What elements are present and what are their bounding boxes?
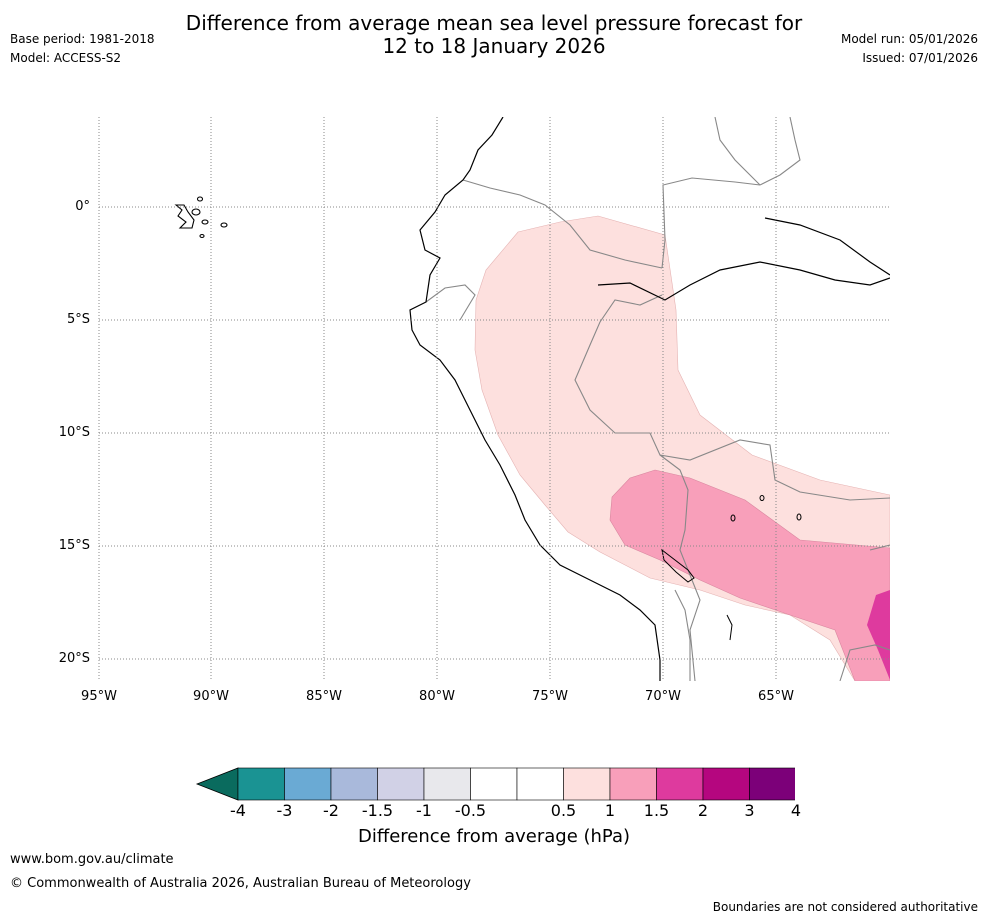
colorbar-segment bbox=[516, 767, 564, 801]
lon-label-65w: 65°W bbox=[758, 689, 794, 704]
lat-label-15s: 15°S bbox=[58, 538, 90, 553]
lat-label-20s: 20°S bbox=[58, 651, 90, 666]
footer-url[interactable]: www.bom.gov.au/climate bbox=[10, 852, 174, 867]
footer-copyright: © Commonwealth of Australia 2026, Austra… bbox=[10, 876, 471, 891]
colorbar bbox=[195, 767, 795, 801]
lon-label-80w: 80°W bbox=[419, 689, 455, 704]
colorbar-segment bbox=[656, 767, 704, 801]
country-borders bbox=[425, 117, 890, 681]
colorbar-segment bbox=[563, 767, 611, 801]
map-title: Difference from average mean sea level p… bbox=[0, 12, 988, 58]
colorbar-tick-label: 4 bbox=[790, 801, 802, 820]
colorbar-tick-label: 1 bbox=[604, 801, 616, 820]
lat-label-5s: 5°S bbox=[66, 312, 90, 327]
colorbar-tick-label: -3 bbox=[276, 801, 293, 820]
small-lakes bbox=[726, 495, 802, 641]
lake-titicaca bbox=[661, 548, 695, 583]
colorbar-segment bbox=[237, 767, 285, 801]
colorbar-tick-label: -1.5 bbox=[361, 801, 394, 820]
lon-label-90w: 90°W bbox=[193, 689, 229, 704]
colorbar-tick-label: -4 bbox=[230, 801, 246, 820]
lat-label-10s: 10°S bbox=[58, 425, 90, 440]
title-line-1: Difference from average mean sea level p… bbox=[185, 11, 803, 35]
colorbar-tick-label: 3 bbox=[744, 801, 755, 820]
lon-label-85w: 85°W bbox=[306, 689, 342, 704]
colorbar-tick-label: -2 bbox=[323, 801, 339, 820]
lon-label-75w: 75°W bbox=[532, 689, 568, 704]
gridlines bbox=[98, 117, 890, 681]
colorbar-tick-label: -0.5 bbox=[454, 801, 487, 820]
model-text: Model: ACCESS-S2 bbox=[10, 51, 122, 65]
footer-disclaimer: Boundaries are not considered authoritat… bbox=[712, 900, 978, 914]
colorbar-segment bbox=[330, 767, 378, 801]
colorbar-tick-label: 1.5 bbox=[643, 801, 670, 820]
colorbar-segment bbox=[702, 767, 750, 801]
model-run-text: Model run: 05/01/2026 bbox=[840, 32, 978, 46]
colorbar-tick-label: 0.5 bbox=[550, 801, 577, 820]
colorbar-segment bbox=[609, 767, 657, 801]
lat-label-0: 0° bbox=[75, 199, 90, 214]
galapagos-islands bbox=[174, 196, 228, 239]
colorbar-arrow-low bbox=[195, 767, 239, 801]
base-period-text: Base period: 1981-2018 bbox=[10, 32, 155, 46]
colorbar-label: Difference from average (hPa) bbox=[357, 826, 631, 847]
lon-label-95w: 95°W bbox=[81, 689, 117, 704]
colorbar-segment bbox=[470, 767, 518, 801]
colorbar-segment bbox=[749, 767, 795, 801]
colorbar-tick-label: -1 bbox=[416, 801, 432, 820]
colorbar-segment bbox=[284, 767, 332, 801]
anomaly-region-1-1.5 bbox=[609, 469, 890, 681]
anomaly-region-1.5-2 bbox=[867, 590, 890, 680]
issued-text: Issued: 07/01/2026 bbox=[862, 51, 978, 65]
coastlines bbox=[409, 117, 890, 681]
colorbar-segment bbox=[423, 767, 471, 801]
colorbar-tick-label: 2 bbox=[697, 801, 709, 820]
colorbar-segment bbox=[377, 767, 425, 801]
lon-label-70w: 70°W bbox=[645, 689, 681, 704]
title-line-2: 12 to 18 January 2026 bbox=[382, 34, 606, 58]
colorbar-ticks: -4 -3 -2 -1.5 -1 -0.5 0.5 1 1.5 2 3 4 bbox=[0, 801, 988, 823]
